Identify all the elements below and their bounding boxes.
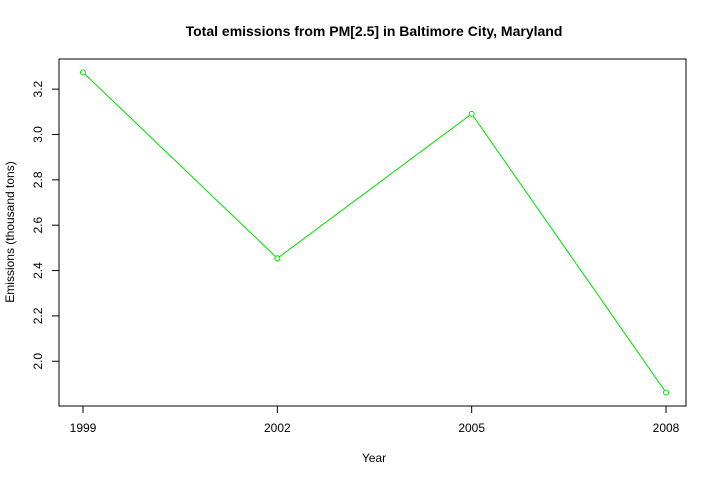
series-line-segment <box>277 113 472 259</box>
data-point <box>663 389 669 396</box>
y-tick-label: 3.2 <box>31 80 45 97</box>
y-axis-label: Emissions (thousand tons) <box>3 161 17 302</box>
x-tick-label: 2008 <box>653 421 680 435</box>
y-tick-label: 2.6 <box>31 217 45 234</box>
plot-area-frame <box>58 58 687 407</box>
x-tick-label: 1999 <box>70 421 97 435</box>
data-point <box>468 110 475 117</box>
data-point <box>274 255 281 262</box>
data-point <box>80 69 86 76</box>
y-tick-label: 2.2 <box>31 307 45 324</box>
x-axis-label: Year <box>362 451 386 465</box>
y-tick-label: 2.4 <box>31 262 45 279</box>
x-tick-label: 2002 <box>264 421 291 435</box>
y-axis: 2.0 2.2 2.4 2.6 2.8 3.0 3.2 <box>31 80 60 370</box>
series-line-segment <box>471 113 667 393</box>
chart-title: Total emissions from PM[2.5] in Baltimor… <box>186 23 563 39</box>
series-emissions <box>80 69 669 396</box>
x-tick-label: 2005 <box>458 421 485 435</box>
x-axis: 1999 2002 2005 2008 <box>70 405 680 435</box>
y-tick-label: 2.8 <box>31 171 45 188</box>
y-tick-label: 3.0 <box>31 126 45 143</box>
y-tick-label: 2.0 <box>31 353 45 370</box>
series-line-segment <box>82 71 278 259</box>
